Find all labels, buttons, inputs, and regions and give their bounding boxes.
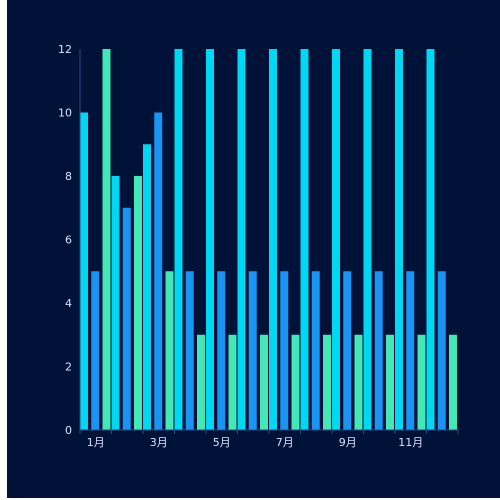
x-tick-label: 1月: [87, 436, 105, 449]
bar-7月-series-3: [291, 334, 300, 430]
bar-3月-series-3: [165, 271, 174, 430]
bar-1月-series-1: [80, 112, 88, 430]
x-tick-label: 9月: [339, 436, 357, 449]
bar-7月-series-2: [280, 271, 289, 430]
bar-5月-series-2: [217, 271, 226, 430]
bar-9月-series-2: [343, 271, 352, 430]
y-tick-label: 2: [65, 361, 72, 374]
y-tick-label: 8: [65, 170, 72, 183]
x-tick-label: 11月: [398, 436, 423, 449]
bar-12月-series-2: [437, 271, 446, 430]
bar-11月-series-1: [395, 49, 403, 430]
y-tick-label: 0: [65, 424, 72, 437]
bar-10月-series-3: [386, 334, 394, 430]
bar-11月-series-2: [406, 271, 415, 430]
bar-4月-series-2: [185, 271, 194, 430]
bar-12月-series-3: [449, 334, 457, 430]
y-ticks-group: 0 2 4 6 8 10 12: [58, 43, 72, 437]
bar-8月-series-2: [311, 271, 320, 430]
bar-4月-series-1: [174, 49, 183, 430]
bar-3月-series-1: [143, 144, 151, 430]
y-tick-label: 6: [65, 234, 72, 247]
y-tick-label: 4: [65, 297, 72, 310]
bar-8月-series-3: [323, 334, 331, 430]
y-tick-label: 12: [58, 43, 72, 56]
bar-5月-series-1: [206, 49, 214, 430]
bars-group: [80, 49, 457, 430]
x-ticks-group: 1月 3月 5月 7月 9月 11月: [79, 430, 459, 449]
bar-6月-series-1: [237, 49, 246, 430]
bar-3月-series-2: [154, 112, 163, 430]
bar-10月-series-2: [374, 271, 383, 430]
bar-6月-series-3: [260, 334, 268, 430]
x-tick-label: 5月: [213, 436, 231, 449]
bar-5月-series-3: [228, 334, 237, 430]
bar-1月-series-2: [91, 271, 100, 430]
bar-1月-series-3: [102, 49, 111, 430]
bar-10月-series-1: [363, 49, 372, 430]
y-tick-label: 10: [58, 107, 72, 120]
x-tick-label: 3月: [150, 436, 168, 449]
bar-11月-series-3: [417, 334, 426, 430]
bar-2月-series-2: [122, 207, 131, 430]
bar-9月-series-1: [332, 49, 340, 430]
x-tick-label: 7月: [276, 436, 294, 449]
bar-12月-series-1: [426, 49, 435, 430]
bar-2月-series-3: [134, 176, 142, 430]
bar-6月-series-2: [248, 271, 257, 430]
bar-7月-series-1: [269, 49, 277, 430]
bar-2月-series-1: [111, 176, 120, 430]
bar-9月-series-3: [354, 334, 363, 430]
bar-8月-series-1: [300, 49, 309, 430]
bar-4月-series-3: [197, 334, 205, 430]
